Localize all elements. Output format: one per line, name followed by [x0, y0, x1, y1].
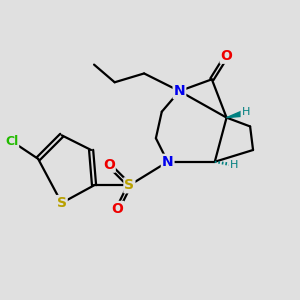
Text: H: H: [242, 107, 250, 117]
Text: S: S: [57, 196, 67, 210]
Text: Cl: Cl: [5, 135, 18, 148]
Text: O: O: [103, 158, 115, 172]
Text: O: O: [220, 49, 232, 63]
Text: N: N: [162, 155, 173, 169]
Text: S: S: [124, 178, 134, 192]
Text: O: O: [112, 202, 124, 216]
Polygon shape: [226, 110, 245, 118]
Text: N: N: [174, 84, 185, 98]
Text: H: H: [230, 160, 238, 170]
